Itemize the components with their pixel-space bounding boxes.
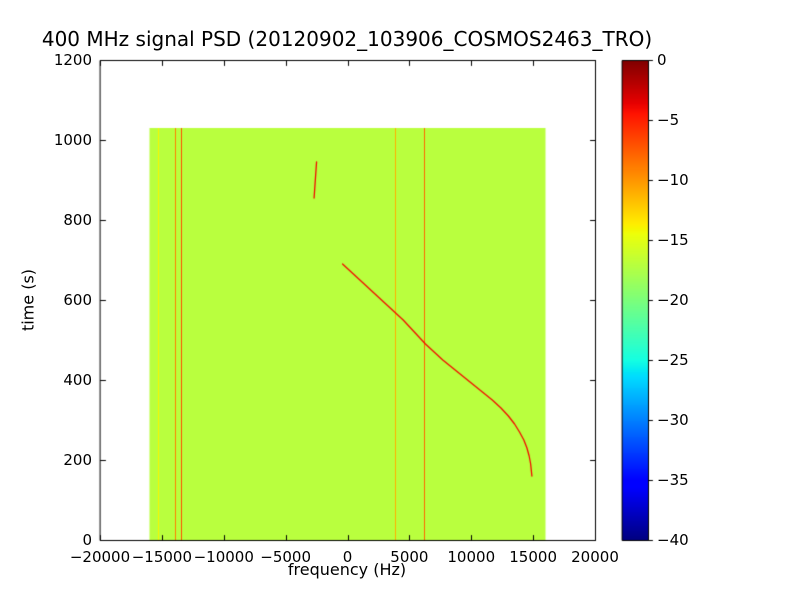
y-tick-label: 200 [63, 451, 92, 469]
x-tick-label: −20000 [69, 548, 131, 566]
y-tick-label: 400 [63, 371, 92, 389]
x-tick-label: 10000 [447, 548, 496, 566]
colorbar-tick-label: −5 [657, 111, 680, 129]
x-tick-label: −15000 [131, 548, 193, 566]
y-tick-label: 800 [63, 211, 92, 229]
colorbar-tick-label: −30 [657, 411, 689, 429]
x-tick-label: 5000 [390, 548, 429, 566]
x-tick-label: 0 [342, 548, 353, 566]
y-tick-label: 1200 [53, 51, 92, 69]
plot-title: 400 MHz signal PSD (20120902_103906_COSM… [41, 27, 653, 51]
x-axis-label: frequency (Hz) [287, 560, 407, 579]
y-axis-label: time (s) [18, 268, 38, 332]
colorbar-tick-label: −35 [657, 471, 689, 489]
colorbar-tick-label: −20 [657, 291, 689, 309]
y-tick-label: 0 [82, 531, 92, 549]
colorbar-tick-label: −25 [657, 351, 689, 369]
y-tick-label: 1000 [53, 131, 92, 149]
y-tick-label: 600 [63, 291, 92, 309]
colorbar-tick-label: −15 [657, 231, 689, 249]
x-tick-label: −5000 [260, 548, 311, 566]
colorbar-tick-label: −10 [657, 171, 689, 189]
colorbar-tick-label: −40 [657, 531, 689, 549]
x-tick-label: 20000 [571, 548, 619, 566]
x-tick-label: 15000 [509, 548, 557, 566]
x-tick-label: −10000 [193, 548, 254, 566]
colorbar-tick-label: 0 [657, 51, 667, 69]
